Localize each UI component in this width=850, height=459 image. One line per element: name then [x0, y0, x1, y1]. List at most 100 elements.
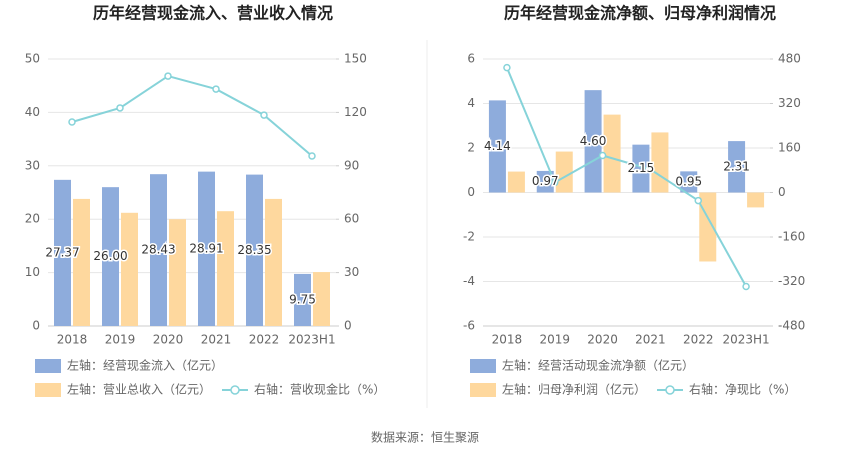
y2-tick-label: 90 [344, 158, 359, 172]
line-point [742, 282, 750, 291]
y-tick-label: 2 [467, 141, 475, 155]
x-tick-label: 2020 [587, 333, 618, 347]
bar [198, 171, 215, 326]
y2-tick-label: 160 [778, 141, 801, 155]
data-label: 0.97 [532, 174, 559, 188]
y2-tick-label: 320 [778, 96, 801, 110]
data-label: 9.75 [289, 292, 316, 306]
legend-label: 右轴：净现比（%） [689, 382, 796, 397]
bar [54, 179, 71, 326]
legend-label: 左轴：营业总收入（亿元） [67, 382, 211, 397]
y-tick-label: 20 [25, 212, 40, 226]
y-tick-label: 4 [467, 96, 475, 110]
x-tick-label: 2020 [153, 333, 184, 347]
bar [217, 211, 234, 326]
legend-swatch [665, 385, 675, 395]
y2-tick-label: -480 [778, 319, 805, 333]
data-label: 26.00 [93, 249, 127, 263]
y-tick-label: 0 [467, 185, 475, 199]
data-label: 0.95 [675, 174, 702, 188]
line-point [503, 63, 511, 72]
y2-tick-label: 480 [778, 52, 801, 66]
bar [507, 171, 525, 193]
x-tick-label: 2022 [249, 333, 280, 347]
line-point [694, 196, 702, 205]
line-point [308, 152, 316, 160]
x-tick-label: 2019 [539, 333, 570, 347]
y-tick-label: 10 [25, 265, 40, 279]
bar [747, 192, 765, 208]
line-point [260, 111, 268, 119]
y2-tick-label: -320 [778, 274, 805, 288]
bar [603, 114, 621, 193]
bar [488, 100, 506, 193]
legend-swatch [470, 383, 496, 397]
legend-label: 右轴：营收现金比（%） [254, 382, 385, 397]
bar [728, 141, 746, 193]
bar [313, 272, 330, 326]
y-tick-label: 0 [32, 319, 40, 333]
y2-tick-label: 30 [344, 265, 359, 279]
x-tick-label: 2018 [492, 333, 523, 347]
legend-swatch [230, 385, 240, 395]
y-tick-label: 40 [25, 105, 40, 119]
source: 数据来源：恒生聚源 [371, 430, 479, 445]
y-tick-label: 50 [25, 52, 40, 66]
data-label: 28.43 [141, 243, 175, 257]
x-tick-label: 2023H1 [722, 333, 769, 347]
bar [555, 151, 573, 193]
line-point [68, 118, 76, 126]
y-tick-label: -4 [463, 274, 475, 288]
y-tick-label: -6 [463, 319, 475, 333]
y-tick-label: 30 [25, 158, 40, 172]
chart-title: 历年经营现金流入、营业收入情况 [93, 4, 333, 23]
line-point [212, 85, 220, 93]
data-label: 28.91 [189, 241, 223, 255]
bar [680, 171, 698, 193]
line-point [116, 104, 124, 112]
line-point [551, 178, 559, 187]
legend-label: 左轴：经营现金流入（亿元） [67, 358, 223, 373]
bar [73, 198, 90, 326]
data-label: 4.60 [580, 134, 607, 148]
bar [102, 187, 119, 326]
data-label: 2.31 [723, 159, 750, 173]
y-tick-label: 6 [467, 52, 475, 66]
bar [246, 174, 263, 326]
line [71, 75, 313, 157]
bar [632, 144, 650, 193]
bar [584, 90, 602, 193]
bar [150, 174, 167, 326]
x-tick-label: 2021 [201, 333, 232, 347]
line-point [646, 165, 655, 174]
legend-swatch [35, 383, 61, 397]
x-tick-label: 2021 [635, 333, 666, 347]
line [505, 67, 747, 287]
legend-swatch [470, 359, 496, 373]
line-point [598, 151, 607, 160]
x-tick-label: 2023H1 [288, 333, 335, 347]
x-tick-label: 2019 [105, 333, 136, 347]
y2-tick-label: 0 [344, 319, 352, 333]
data-label: 2.15 [628, 161, 655, 175]
data-label: 4.14 [484, 139, 511, 153]
line-point [164, 72, 172, 80]
bar [121, 212, 138, 326]
data-label: 28.35 [237, 243, 271, 257]
y2-tick-label: -160 [778, 230, 805, 244]
legend-label: 左轴：归母净利润（亿元） [502, 382, 646, 397]
x-tick-label: 2022 [683, 333, 714, 347]
legend-swatch [35, 359, 61, 373]
y2-tick-label: 60 [344, 212, 359, 226]
chart-title: 历年经营现金流净额、归母净利润情况 [504, 4, 776, 23]
y2-tick-label: 150 [344, 52, 367, 66]
bar [536, 170, 554, 193]
bar [294, 273, 311, 326]
y-tick-label: -2 [463, 230, 475, 244]
x-tick-label: 2018 [57, 333, 88, 347]
y2-tick-label: 120 [344, 105, 367, 119]
legend-label: 左轴：经营活动现金流净额（亿元） [502, 358, 694, 373]
bar [265, 198, 282, 326]
y2-tick-label: 0 [778, 185, 786, 199]
